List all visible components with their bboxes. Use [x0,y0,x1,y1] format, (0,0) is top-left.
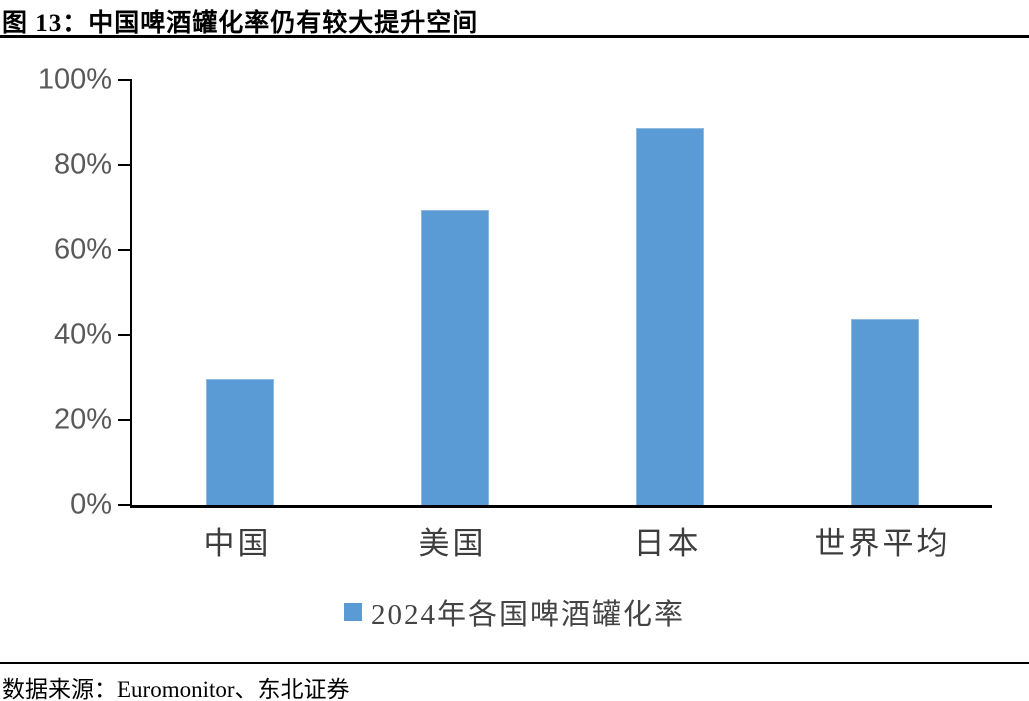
y-axis-tick-label: 100% [37,63,112,96]
x-axis-label-中国: 中国 [203,526,272,561]
y-axis-tick-label: 40% [53,318,112,351]
legend: 2024年各国啤酒罐化率 [0,591,1029,633]
x-axis-label-美国: 美国 [418,526,487,561]
bar-slot [347,80,562,505]
y-axis-tick-label: 80% [53,148,112,181]
x-axis-label-日本: 日本 [633,526,702,561]
y-axis-tick-label: 0% [70,488,112,521]
y-axis-tick [118,79,132,81]
bar-中国 [205,378,274,505]
y-axis-tick [118,334,132,336]
figure-title: 图 13：中国啤酒罐化率仍有较大提升空间 [2,10,479,37]
y-axis-tick [118,504,132,506]
y-axis-tick [118,419,132,421]
bar-slot [777,80,992,505]
x-axis-label-世界平均: 世界平均 [814,526,951,561]
y-axis-tick-label: 60% [53,233,112,266]
y-axis-tick [118,164,132,166]
y-axis-tick-label: 20% [53,403,112,436]
title-divider [0,35,1029,38]
y-axis-tick [118,249,132,251]
bar-series [132,80,992,505]
data-source-note: 数据来源：Euromonitor、东北证券 [2,677,350,701]
y-axis-labels: 0% 20% 40% 60% 80% 100% [0,65,112,519]
bar-日本 [635,128,704,505]
legend-label: 2024年各国啤酒罐化率 [370,599,685,631]
bar-美国 [420,210,489,505]
x-axis-labels: 中国 美国 日本 世界平均 [130,518,990,563]
plot-area [118,79,992,508]
bar-slot [562,80,777,505]
bar-slot [132,80,347,505]
bar-世界平均 [850,318,919,505]
footer-divider [0,662,1029,664]
legend-swatch-icon [343,603,362,621]
